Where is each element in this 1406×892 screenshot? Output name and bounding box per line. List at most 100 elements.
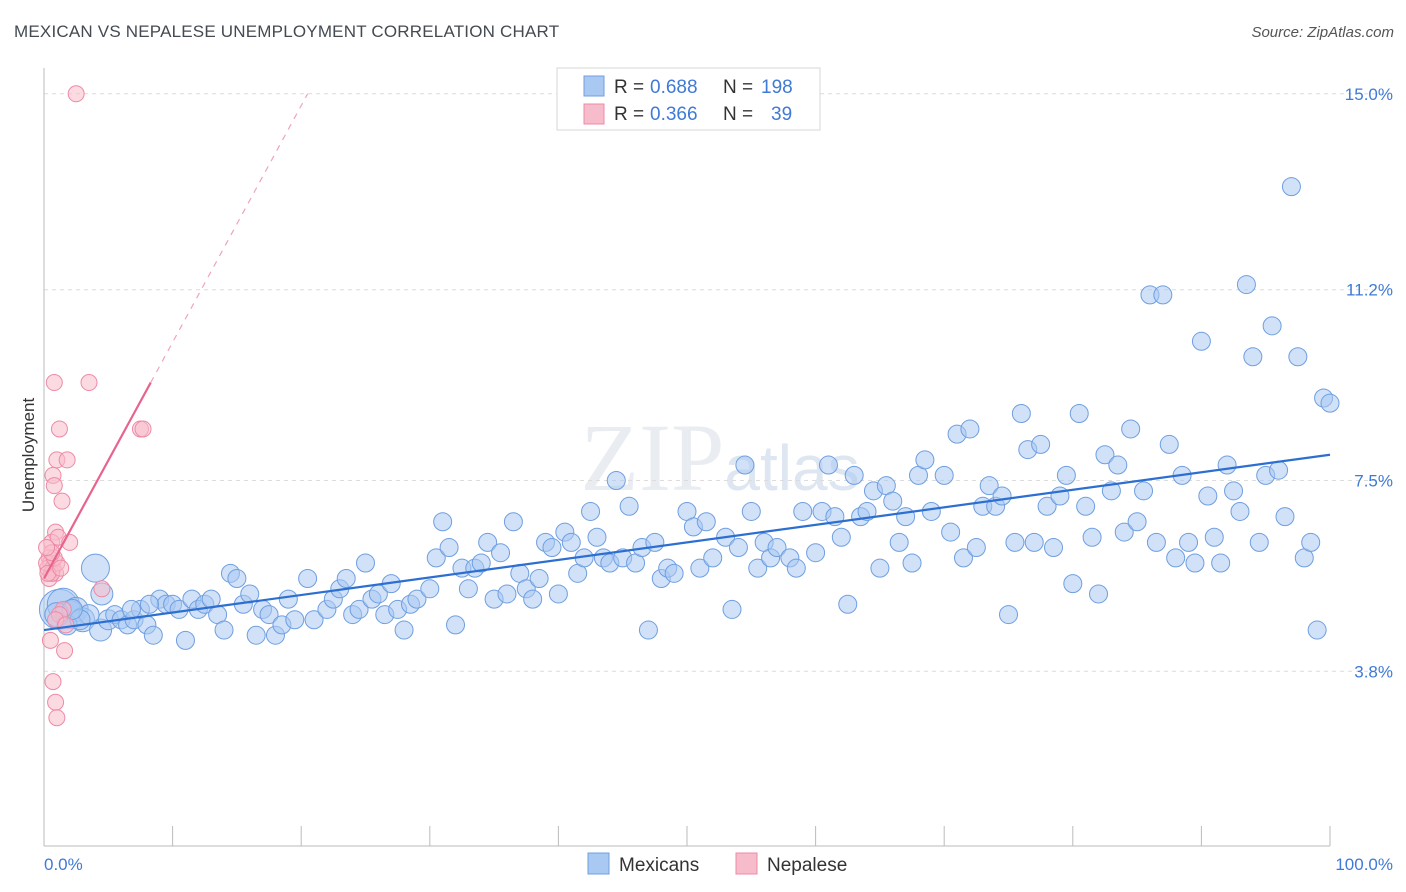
grid-lines — [44, 93, 1390, 672]
mexican-point — [889, 532, 909, 552]
mexican-point — [767, 538, 787, 558]
stats-legend: R = 0.688 N = 198 R = 0.366 N = 39 — [556, 67, 821, 131]
y-tick-label: 7.5% — [1354, 472, 1393, 491]
mexican-point — [966, 538, 986, 558]
mexican-point — [1307, 620, 1327, 640]
mexican-point — [735, 455, 755, 475]
mexican-point — [690, 558, 710, 578]
mexican-point — [1230, 501, 1250, 521]
nepalese-point — [38, 539, 56, 557]
mexican-point — [478, 532, 498, 552]
mexican-point — [992, 486, 1012, 506]
mexican-point — [542, 538, 562, 558]
mexican-point — [561, 532, 581, 552]
mexican-point — [838, 594, 858, 614]
mexican-point — [728, 538, 748, 558]
legend-r-value-mexicans: 0.688 — [650, 77, 698, 98]
mexican-point — [806, 543, 826, 563]
mexican-point — [214, 620, 234, 640]
mexican-point — [529, 568, 549, 588]
nepalese-point — [58, 451, 76, 469]
mexican-point — [1101, 481, 1121, 501]
mexican-point — [349, 599, 369, 619]
mexican-point — [304, 610, 324, 630]
x-tick-labels: 0.0% 100.0% — [44, 855, 1393, 874]
nepalese-point — [48, 709, 66, 727]
nepalese-point — [57, 616, 75, 634]
mexican-point — [1095, 445, 1115, 465]
mexican-point — [793, 501, 813, 521]
mexican-point — [420, 579, 440, 599]
mexican-point — [1243, 347, 1263, 367]
mexican-point — [1146, 532, 1166, 552]
mexican-point — [227, 568, 247, 588]
nepalese-point — [56, 642, 74, 660]
nepalese-point — [50, 420, 68, 438]
nepalese-point — [52, 559, 70, 577]
axes — [43, 68, 1331, 847]
mexican-point — [1089, 584, 1109, 604]
mexican-point — [960, 419, 980, 439]
mexican-point — [896, 507, 916, 527]
mexican-point — [857, 501, 877, 521]
watermark: ZIPatlas — [580, 404, 859, 511]
bottom-legend-swatch-mexicans — [587, 852, 610, 875]
mexican-point — [356, 553, 375, 573]
mexican-point — [1224, 481, 1244, 501]
mexican-point — [953, 548, 973, 568]
nepalese-point — [45, 374, 63, 392]
mexican-point — [523, 589, 543, 609]
mexican-point — [1275, 507, 1295, 527]
x-tick-label: 0.0% — [44, 855, 83, 874]
bottom-legend-label-nepalese: Nepalese — [767, 855, 847, 876]
mexican-point — [433, 512, 453, 532]
mexican-point — [285, 610, 305, 630]
mexican-point — [439, 538, 459, 558]
nepalese-point — [44, 673, 62, 691]
nepalese-point — [134, 420, 152, 438]
legend-n-label-mexicans: N = — [723, 77, 753, 98]
mexican-point — [446, 615, 466, 635]
mexican-point — [503, 512, 523, 532]
mexican-point — [1011, 403, 1031, 423]
mexican-point — [175, 630, 195, 650]
mexican-point — [1204, 527, 1224, 547]
series-mexicans — [38, 177, 1340, 650]
mexican-point — [638, 620, 658, 640]
bottom-legend-label-mexicans: Mexicans — [619, 855, 699, 876]
mexican-point — [298, 568, 318, 588]
mexican-point — [1076, 496, 1096, 516]
mexican-point — [664, 563, 684, 583]
mexican-point — [1044, 538, 1064, 558]
trend-lines — [43, 93, 1331, 632]
nepalese-point — [47, 693, 65, 711]
mexican-point — [407, 589, 427, 609]
mexican-point — [1056, 465, 1076, 485]
legend-r-label-mexicans: R = — [614, 77, 644, 98]
mexican-point — [1005, 532, 1025, 552]
chart-title: MEXICAN VS NEPALESE UNEMPLOYMENT CORRELA… — [14, 22, 560, 41]
mexican-point — [1121, 419, 1141, 439]
mexican-point — [844, 465, 864, 485]
mexican-point — [278, 589, 298, 609]
mexican-point — [1281, 177, 1301, 197]
mexican-point — [1236, 275, 1256, 295]
nepalese-trend-line — [43, 382, 152, 580]
mexican-point — [941, 522, 961, 542]
y-axis-title: Unemployment — [19, 398, 38, 513]
mexican-point — [1211, 553, 1231, 573]
legend-r-value-nepalese: 0.366 — [650, 104, 698, 125]
mexican-point — [831, 527, 851, 547]
mexican-point — [80, 553, 110, 583]
legend-swatch-mexicans — [583, 75, 605, 97]
mexican-point — [1134, 481, 1154, 501]
legend-n-label-nepalese: N = — [723, 104, 753, 125]
mexican-point — [786, 558, 806, 578]
y-tick-label: 15.0% — [1345, 85, 1393, 104]
mexican-point — [1159, 434, 1179, 454]
chart-source: Source: ZipAtlas.com — [1251, 24, 1394, 41]
mexican-point — [902, 553, 922, 573]
bottom-legend-swatch-nepalese — [735, 852, 758, 875]
mexican-point — [246, 625, 266, 645]
